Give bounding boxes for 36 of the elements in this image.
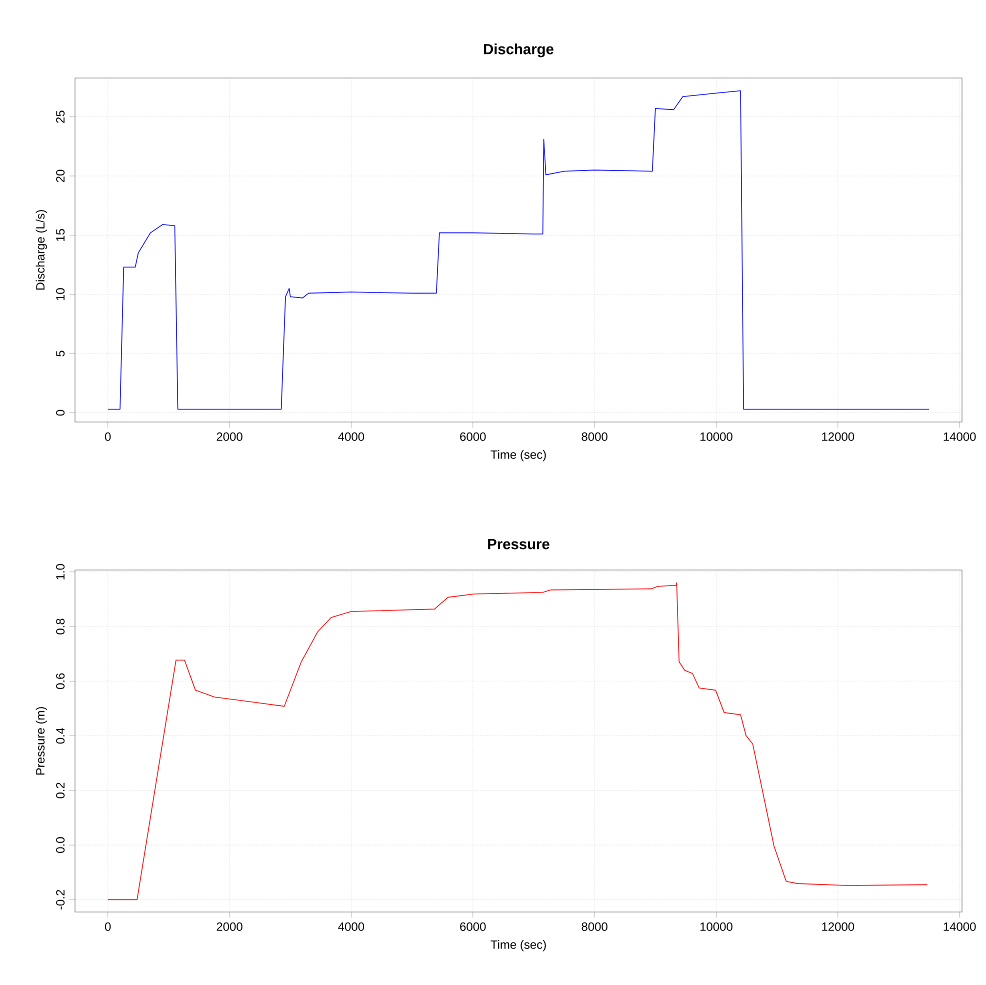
y-tick-label: 15 <box>56 229 65 241</box>
y-tick-label: 0.6 <box>56 673 65 690</box>
y-axis-title: Discharge (L/s) <box>36 210 47 290</box>
y-tick-label: 0.2 <box>56 782 65 798</box>
x-tick-label: 2000 <box>216 432 242 441</box>
x-tick-label: 8000 <box>582 922 608 931</box>
x-tick-label: 2000 <box>216 922 242 931</box>
y-tick-label: 5 <box>56 350 65 356</box>
x-tick-label: 6000 <box>460 922 486 931</box>
x-axis-title: Time (sec) <box>490 940 546 952</box>
y-tick-label: 10 <box>56 288 65 300</box>
x-tick-label: 8000 <box>582 432 608 441</box>
x-tick-label: 0 <box>104 922 111 931</box>
y-tick-label: 0 <box>56 410 65 416</box>
x-tick-label: 6000 <box>460 432 486 441</box>
x-tick-label: 10000 <box>700 922 732 931</box>
x-tick-label: 12000 <box>822 432 854 441</box>
line-series <box>107 582 928 900</box>
x-tick-label: 14000 <box>944 432 976 441</box>
y-tick-label: 25 <box>56 110 65 123</box>
x-axis-title: Time (sec) <box>490 450 546 462</box>
y-tick-label: 20 <box>56 170 65 182</box>
y-axis-title: Pressure (m) <box>36 707 47 775</box>
y-tick-label: 0.4 <box>56 728 65 744</box>
x-tick-label: 4000 <box>338 922 364 931</box>
x-tick-label: 14000 <box>944 922 976 931</box>
x-tick-label: 12000 <box>822 922 854 931</box>
x-tick-label: 0 <box>104 432 111 441</box>
x-tick-label: 10000 <box>700 432 732 441</box>
y-tick-label: -0.2 <box>56 890 65 910</box>
chart-title: Discharge <box>484 44 554 58</box>
y-tick-label: 0.8 <box>56 618 65 634</box>
chart-title: Pressure <box>488 539 550 550</box>
y-tick-label: 0.0 <box>56 837 65 853</box>
y-tick-label: 1.0 <box>56 564 65 580</box>
x-tick-label: 4000 <box>338 432 364 441</box>
